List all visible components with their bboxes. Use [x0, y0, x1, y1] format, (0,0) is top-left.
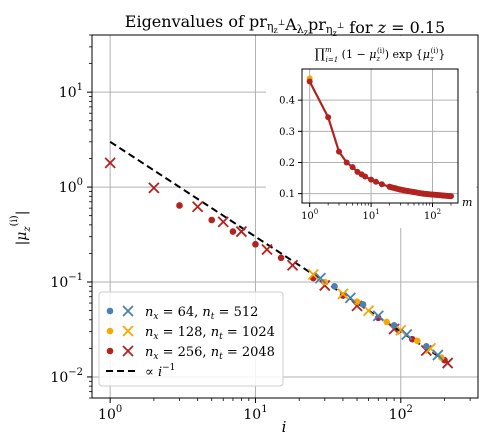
inset-y-tick-label: 0.1: [279, 189, 295, 200]
legend-label: nx = 64, nt = 512: [145, 305, 258, 322]
dot-point: [359, 301, 367, 308]
cross-point: [319, 279, 331, 292]
inset-y-tick-label: 0.3: [279, 127, 295, 138]
cross-point: [192, 201, 204, 213]
dot-point: [414, 337, 421, 345]
inset-series-point: [325, 114, 332, 121]
cross-point: [372, 310, 384, 322]
main-x-tick-label: 100: [98, 404, 122, 423]
cross-point: [337, 288, 349, 300]
legend-entry: nx = 128, nt = 1024: [106, 325, 275, 342]
inset-series-point: [362, 173, 369, 180]
inset-series-point: [343, 159, 350, 166]
cross-point: [307, 268, 319, 281]
main-y-tick-label: 10−1: [50, 272, 83, 291]
dot-point: [353, 298, 361, 306]
cross-point: [314, 272, 327, 284]
inset-series-point: [349, 164, 356, 171]
inset-axes-frame: [301, 68, 459, 204]
legend-label: ∝ i−1: [145, 363, 175, 380]
legend-entry: ∝ i−1: [106, 363, 175, 380]
dot-point: [229, 228, 237, 235]
legend-entry: nx = 256, nt = 2048: [106, 345, 275, 362]
legend-dot-marker: [106, 327, 114, 335]
dot-point: [339, 292, 347, 299]
inset-y-tick-label: 0.4: [279, 96, 295, 107]
inset-series-point: [378, 181, 385, 188]
inset-series-point: [447, 193, 454, 200]
svg-text:i: i: [282, 418, 287, 436]
inset-series-point: [306, 78, 313, 85]
x-axis-label: i: [282, 418, 287, 436]
cross-point: [235, 225, 248, 238]
cross-point: [148, 182, 160, 194]
cross-point: [395, 324, 407, 336]
legend-dot-marker: [106, 347, 114, 355]
legend-cross-marker: [122, 345, 134, 357]
inset-x-tick-label: 100: [301, 208, 318, 222]
cross-point: [362, 304, 375, 317]
legend-entry: nx = 64, nt = 512: [106, 305, 258, 322]
cross-point: [217, 216, 229, 228]
dot-point: [277, 254, 285, 262]
legend-label: nx = 256, nt = 2048: [145, 345, 275, 362]
main-y-tick-label: 101: [59, 82, 83, 101]
inset-y-tick-label: 0.2: [279, 158, 295, 169]
dot-point: [374, 314, 382, 322]
legend-cross-marker: [122, 305, 134, 317]
main-y-tick-label: 10−2: [50, 367, 83, 386]
legend: nx = 64, nt = 512 nx = 128, nt = 1024 nx =…: [98, 291, 284, 387]
cross-point: [388, 323, 400, 335]
inset-plot-area: 100 101 102 0.1 0.2 0.3 0.4 m ∏m i=1 (1 − μz(i)) …: [266, 36, 476, 228]
legend-label: nx = 128, nt = 1024: [145, 325, 275, 342]
inset-x-tick-label: 101: [362, 208, 379, 222]
dot-point: [423, 343, 430, 350]
dot-point: [176, 202, 183, 209]
cross-point: [261, 243, 273, 256]
legend-cross-marker: [122, 325, 134, 337]
dot-point: [390, 321, 398, 329]
inset-x-axis-label: m: [462, 196, 472, 209]
legend-dot-marker: [106, 307, 114, 315]
dot-point: [331, 283, 338, 290]
inset-series-point: [368, 176, 375, 183]
cross-point: [432, 349, 444, 361]
main-y-tick-label: 100: [59, 177, 83, 196]
main-axes-frame: [91, 34, 479, 399]
dot-point: [383, 318, 390, 326]
cross-point: [286, 259, 299, 271]
dot-point: [252, 240, 259, 248]
inset-title: ∏m i=1 (1 − μz(i)) exp {μz(i)}: [315, 46, 446, 64]
inset-series-point: [372, 178, 379, 185]
cross-point: [344, 292, 357, 304]
legend-box: [98, 291, 284, 387]
cross-point: [104, 157, 116, 169]
inset-series-point: [335, 148, 342, 155]
main-x-tick-label: 101: [243, 404, 267, 423]
main-x-tick-label: 102: [389, 404, 413, 423]
inset-x-tick-label: 102: [424, 208, 441, 222]
cross-point: [401, 328, 413, 341]
dot-point: [208, 216, 216, 224]
